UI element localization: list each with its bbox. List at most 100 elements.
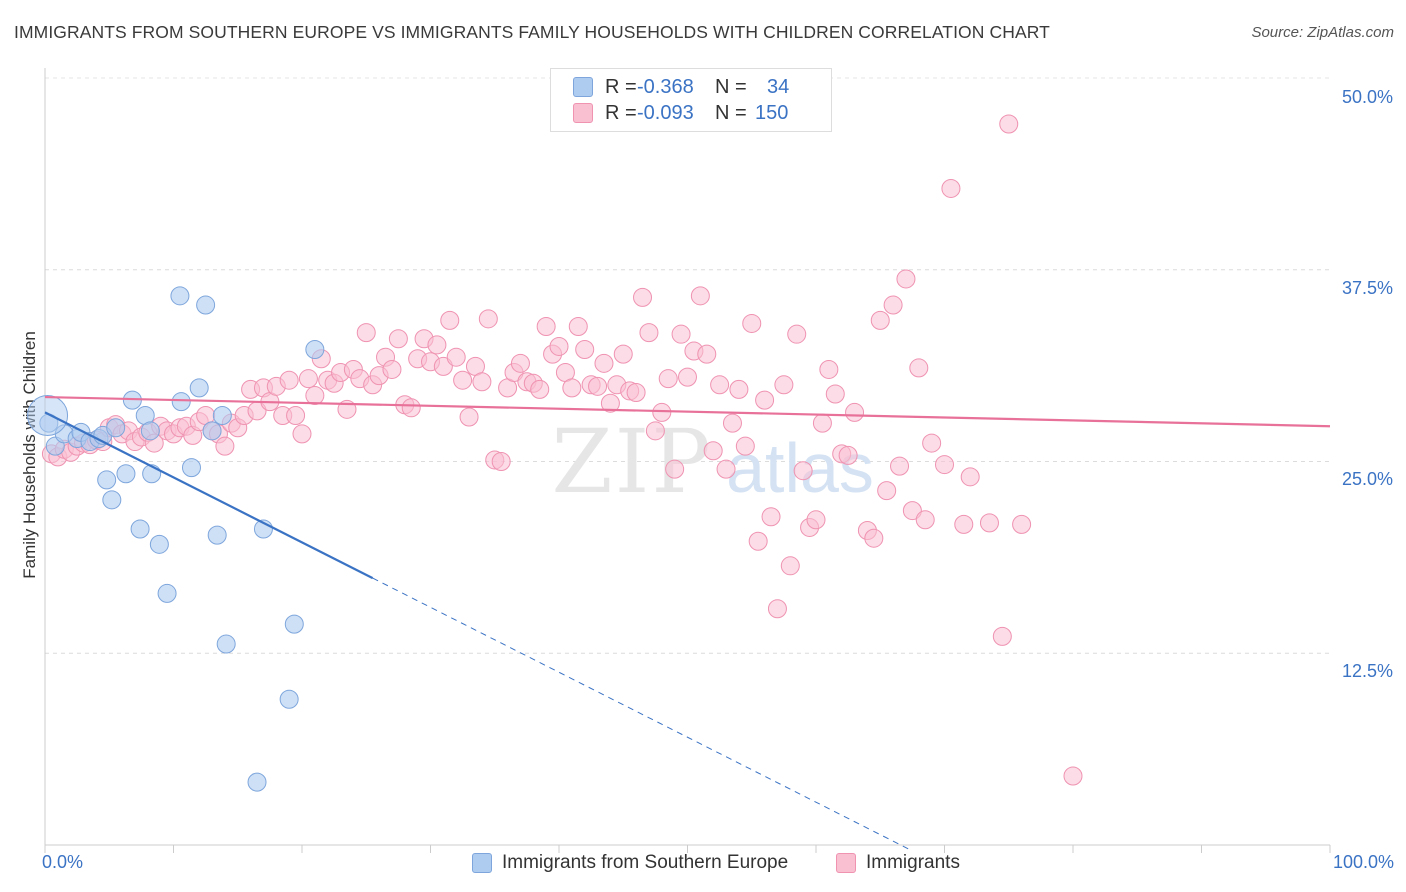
- x-tick-label-min: 0.0%: [42, 852, 84, 872]
- southern-europe-point-25: [149, 534, 169, 554]
- immigrants-trend-line: [44, 395, 1331, 428]
- immigrants-point-63: [446, 347, 466, 367]
- immigrants-point-120: [812, 413, 832, 433]
- immigrants-point-68: [478, 309, 498, 329]
- immigrants-point-105: [716, 459, 736, 479]
- legend-label: Immigrants: [866, 852, 960, 873]
- immigrants-point-107: [729, 379, 749, 399]
- southern-europe-trend-line: [44, 411, 374, 580]
- immigrants-point-102: [697, 344, 717, 364]
- immigrants-point-111: [755, 390, 775, 410]
- immigrants-point-125: [845, 402, 865, 422]
- legend-row-immigrants: R = -0.093 N = 150: [551, 101, 788, 125]
- immigrants-point-114: [774, 375, 794, 395]
- southern-europe-point-17: [212, 405, 232, 425]
- immigrants-point-112: [761, 507, 781, 527]
- immigrants-point-82: [568, 317, 588, 337]
- immigrants-point-128: [877, 481, 897, 501]
- immigrants-point-86: [594, 353, 614, 373]
- immigrants-point-124: [838, 445, 858, 465]
- immigrants-point-101: [690, 286, 710, 306]
- immigrants-point-132: [909, 358, 929, 378]
- immigrants-point-94: [645, 421, 665, 441]
- immigrants-point-127: [870, 310, 890, 330]
- immigrants-point-65: [459, 407, 479, 427]
- trend-lines: [44, 395, 1331, 851]
- immigrants-point-140: [1012, 514, 1032, 534]
- southern-europe-point-32: [247, 772, 267, 792]
- southern-europe-point-30: [284, 614, 304, 634]
- immigrants-point-109: [742, 313, 762, 333]
- y-tick-label-12-5: 12.5%: [1341, 661, 1393, 681]
- immigrants-point-83: [575, 340, 595, 360]
- legend-item-southern-europe[interactable]: Immigrants from Southern Europe: [472, 852, 788, 874]
- southern-europe-point-23: [181, 458, 201, 478]
- southern-europe-point-15: [196, 295, 216, 315]
- watermark-zip: ZIP: [551, 410, 712, 513]
- immigrants-point-119: [806, 510, 826, 530]
- immigrants-point-89: [613, 344, 633, 364]
- immigrants-point-106: [722, 413, 742, 433]
- immigrants-point-117: [793, 461, 813, 481]
- immigrants-point-61: [433, 356, 453, 376]
- southern-europe-point-29: [216, 634, 236, 654]
- grid-lines: [45, 77, 1330, 654]
- series-legend: Immigrants from Southern Europe Immigran…: [0, 852, 1406, 878]
- r-value: -0.093: [637, 101, 694, 124]
- southern-europe-point-16: [202, 421, 222, 441]
- immigrants-point-70: [491, 452, 511, 471]
- immigrants-point-91: [626, 382, 646, 402]
- immigrants-point-27: [215, 436, 235, 456]
- southern-europe-point-26: [207, 525, 227, 545]
- legend-row-southern-europe: R = -0.368 N = 34: [551, 75, 789, 99]
- y-tick-label-50: 50.0%: [1341, 87, 1393, 107]
- n-label: N =: [715, 75, 747, 98]
- legend-item-immigrants[interactable]: Immigrants: [836, 852, 960, 874]
- southern-europe-point-21: [116, 464, 136, 484]
- immigrants-point-92: [633, 287, 653, 307]
- legend-swatch-pink: [573, 103, 593, 123]
- legend-label: Immigrants from Southern Europe: [502, 852, 789, 873]
- immigrants-point-129: [883, 295, 903, 315]
- y-tick-label-37-5: 37.5%: [1341, 278, 1393, 298]
- immigrants-point-116: [787, 324, 807, 344]
- immigrants-point-41: [305, 386, 325, 406]
- immigrants-point-98: [671, 324, 691, 344]
- watermark: ZIP atlas: [551, 410, 874, 513]
- immigrants-point-79: [549, 336, 569, 356]
- immigrants-point-103: [703, 441, 723, 461]
- immigrants-point-141: [1063, 766, 1083, 786]
- immigrants-point-145: [864, 528, 884, 548]
- immigrants-point-40: [298, 369, 318, 389]
- r-label: R =: [605, 101, 637, 124]
- r-value: -0.368: [637, 75, 694, 98]
- x-tick-label-max: 100.0%: [1332, 852, 1394, 872]
- southern-europe-point-12: [170, 286, 190, 306]
- immigrants-point-95: [652, 402, 672, 422]
- correlation-legend: R = -0.368 N = 34 R = -0.093 N = 150: [550, 68, 832, 132]
- southern-europe-points: [27, 286, 325, 792]
- r-label: R =: [605, 75, 637, 98]
- immigrants-point-67: [472, 372, 492, 392]
- southern-europe-point-large: [27, 394, 69, 436]
- immigrants-point-131: [902, 501, 922, 521]
- immigrants-point-77: [536, 317, 556, 337]
- y-tick-label-25: 25.0%: [1341, 469, 1393, 489]
- southern-europe-point-19: [97, 470, 117, 490]
- immigrants-point-62: [440, 310, 460, 330]
- legend-swatch-pink: [836, 853, 856, 873]
- immigrants-point-56: [401, 398, 421, 418]
- southern-europe-point-20: [102, 490, 122, 510]
- immigrants-point-122: [825, 384, 845, 404]
- immigrants-points: [41, 114, 1083, 786]
- southern-europe-point-13: [171, 392, 191, 412]
- immigrants-point-93: [639, 323, 659, 343]
- immigrants-point-99: [678, 367, 697, 387]
- immigrants-point-113: [767, 599, 787, 619]
- immigrants-point-104: [710, 375, 730, 395]
- immigrants-point-130: [896, 269, 916, 289]
- immigrants-point-115: [780, 556, 800, 576]
- immigrants-point-81: [562, 378, 582, 398]
- immigrants-point-134: [922, 433, 942, 453]
